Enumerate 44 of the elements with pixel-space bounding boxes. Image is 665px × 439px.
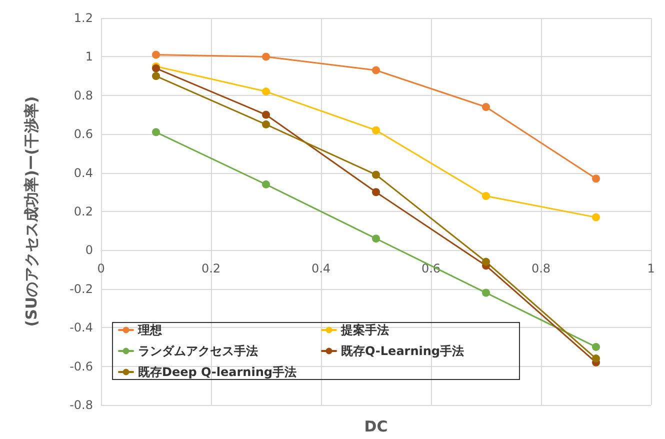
y-tick-label: 1: [85, 50, 93, 64]
point: [372, 188, 380, 196]
legend-label: 提案手法: [340, 323, 389, 337]
point: [262, 180, 270, 188]
point: [592, 354, 600, 363]
y-tick-label: 0.2: [74, 204, 93, 218]
point: [482, 288, 490, 297]
point: [372, 66, 380, 74]
point: [482, 258, 490, 266]
point: [372, 126, 380, 134]
x-axis-title: DC: [364, 418, 388, 436]
point: [592, 342, 600, 351]
point: [152, 128, 160, 136]
x-tick-label: 0.2: [201, 262, 221, 276]
point: [152, 50, 160, 59]
x-tick-label: 1: [647, 262, 655, 276]
point: [482, 103, 490, 112]
point: [262, 110, 270, 119]
point: [262, 52, 270, 61]
point: [372, 170, 380, 179]
y-tick-label: 0: [85, 243, 93, 258]
point: [152, 72, 160, 80]
y-tick-label: 0.8: [74, 88, 93, 102]
y-tick-label: 1.2: [74, 11, 93, 25]
y-tick-label: -0.4: [70, 320, 93, 335]
x-tick-label: 0.4: [311, 262, 331, 276]
point: [262, 88, 270, 96]
legend-label: 理想: [137, 323, 163, 337]
y-tick-label: 0.4: [74, 166, 93, 180]
y-tick-label: -0.8: [70, 398, 93, 412]
point: [592, 174, 600, 183]
y-tick-label: -0.6: [70, 359, 93, 374]
point: [592, 213, 600, 222]
legend-label: ランダムアクセス手法: [138, 344, 258, 358]
legend-label: 既存Deep Q-learning手法: [138, 365, 296, 379]
y-axis-title: (SUのアクセス成功率)ー(干渉率): [22, 96, 40, 327]
point: [482, 192, 490, 200]
x-tick-label: 0: [97, 262, 105, 276]
y-tick-label: -0.2: [70, 282, 93, 296]
legend-label: 既存Q-Learning手法: [341, 344, 464, 358]
point: [262, 120, 270, 128]
x-tick-label: 0.8: [531, 262, 551, 276]
point: [372, 234, 380, 243]
y-tick-label: 0.6: [74, 127, 93, 142]
